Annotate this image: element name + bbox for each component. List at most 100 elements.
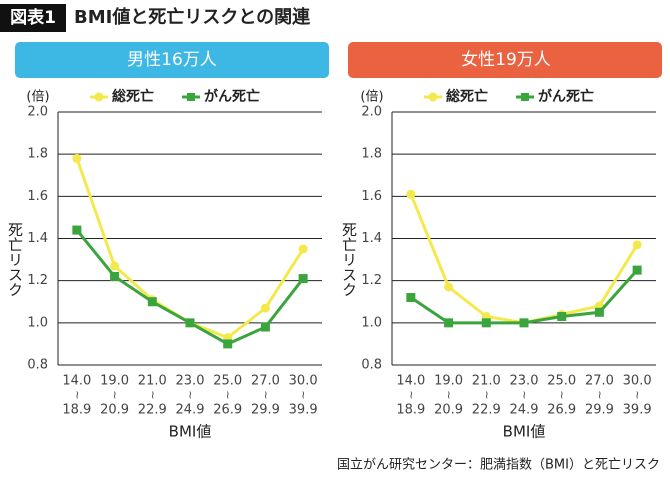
y-tick-label: 1.0 <box>27 315 48 330</box>
x-tick-label: 39.9 <box>623 403 652 418</box>
x-tick-sep: ~ <box>405 390 418 399</box>
legend-marker <box>94 92 104 102</box>
x-tick-sep: ~ <box>480 390 493 399</box>
x-tick-sep: ~ <box>259 390 272 399</box>
x-tick-label: 26.9 <box>547 403 576 418</box>
point <box>147 297 157 307</box>
y-tick-label: 1.8 <box>27 147 48 162</box>
x-tick-label: 19.0 <box>434 374 463 389</box>
x-tick-label: 27.0 <box>585 374 614 389</box>
series-line <box>75 157 305 340</box>
point <box>632 265 642 275</box>
point <box>406 293 416 303</box>
y-tick-label: 1.4 <box>27 231 48 246</box>
x-tick-label: 24.9 <box>176 403 205 418</box>
legend-label: 総死亡 <box>446 88 488 105</box>
x-tick-sep: ~ <box>71 390 84 399</box>
x-tick-label: 29.9 <box>585 403 614 418</box>
x-tick-sep: ~ <box>443 390 456 399</box>
point <box>110 261 120 271</box>
y-tick-label: 1.6 <box>27 189 48 204</box>
point <box>223 339 233 349</box>
point <box>406 189 416 199</box>
point <box>594 307 604 317</box>
y-tick-label: 1.6 <box>361 189 382 204</box>
banner <box>348 42 662 78</box>
x-tick-label: 18.9 <box>62 403 91 418</box>
y-tick-label: 2.0 <box>27 105 48 120</box>
legend-label: がん死亡 <box>538 88 594 105</box>
x-tick-label: 23.0 <box>176 374 205 389</box>
x-tick-label: 26.9 <box>213 403 242 418</box>
x-tick-label: 14.0 <box>62 374 91 389</box>
x-tick-sep: ~ <box>518 390 531 399</box>
point <box>481 318 491 328</box>
point <box>110 271 120 281</box>
point <box>298 274 308 284</box>
y-tick-label: 0.8 <box>361 358 382 373</box>
x-tick-label: 19.0 <box>100 374 129 389</box>
point <box>444 318 454 328</box>
point <box>185 318 195 328</box>
y-tick-label: 1.4 <box>361 231 382 246</box>
legend-marker <box>521 93 529 101</box>
x-tick-label: 39.9 <box>289 403 318 418</box>
x-tick-sep: ~ <box>297 390 310 399</box>
x-tick-label: 20.9 <box>100 403 129 418</box>
legend-label: 総死亡 <box>112 88 154 105</box>
point <box>260 322 270 332</box>
x-tick-label: 21.0 <box>138 374 167 389</box>
x-tick-sep: ~ <box>556 390 569 399</box>
point <box>298 244 308 254</box>
y-axis-title: 死亡リスク <box>6 222 24 297</box>
legend-label: がん死亡 <box>204 88 260 105</box>
x-tick-label: 20.9 <box>434 403 463 418</box>
x-tick-label: 25.0 <box>213 374 242 389</box>
x-tick-sep: ~ <box>109 390 122 399</box>
y-tick-label: 0.8 <box>27 358 48 373</box>
x-tick-label: 21.0 <box>472 374 501 389</box>
point <box>557 312 567 322</box>
point <box>260 303 270 313</box>
x-axis-title: BMI値 <box>169 423 212 441</box>
point <box>519 318 529 328</box>
header-label: 図表1 <box>10 7 56 28</box>
x-tick-label: 14.0 <box>396 374 425 389</box>
banner-text: 男性16万人 <box>127 50 217 70</box>
point <box>444 282 454 292</box>
y-tick-label: 1.8 <box>361 147 382 162</box>
x-tick-label: 30.0 <box>289 374 318 389</box>
legend-marker <box>187 93 195 101</box>
x-axis-title: BMI値 <box>503 423 546 441</box>
point <box>72 225 82 235</box>
y-tick-label: 1.2 <box>361 273 382 288</box>
x-tick-label: 24.9 <box>510 403 539 418</box>
x-tick-sep: ~ <box>184 390 197 399</box>
point <box>72 153 82 163</box>
x-tick-sep: ~ <box>222 390 235 399</box>
y-axis-title: 死亡リスク <box>340 222 358 297</box>
x-tick-sep: ~ <box>146 390 159 399</box>
x-tick-label: 22.9 <box>138 403 167 418</box>
x-tick-label: 27.0 <box>251 374 280 389</box>
y-tick-label: 1.0 <box>361 315 382 330</box>
banner <box>15 42 329 78</box>
header-badge <box>0 4 66 32</box>
x-tick-label: 23.0 <box>510 374 539 389</box>
banner-text: 女性19万人 <box>461 50 551 70</box>
source: 国立がん研究センター：肥満指数（BMI）と死亡リスク <box>337 458 660 473</box>
legend-marker <box>428 92 438 102</box>
x-tick-label: 29.9 <box>251 403 280 418</box>
x-tick-label: 22.9 <box>472 403 501 418</box>
x-tick-sep: ~ <box>593 390 606 399</box>
header-title: BMI値と死亡リスクとの関連 <box>74 6 311 28</box>
point <box>632 240 642 250</box>
x-tick-label: 30.0 <box>623 374 652 389</box>
x-tick-label: 25.0 <box>547 374 576 389</box>
unit-label: (倍) <box>360 90 383 105</box>
x-tick-label: 18.9 <box>396 403 425 418</box>
x-tick-sep: ~ <box>631 390 644 399</box>
unit-label: (倍) <box>26 90 49 105</box>
y-tick-label: 1.2 <box>27 273 48 288</box>
